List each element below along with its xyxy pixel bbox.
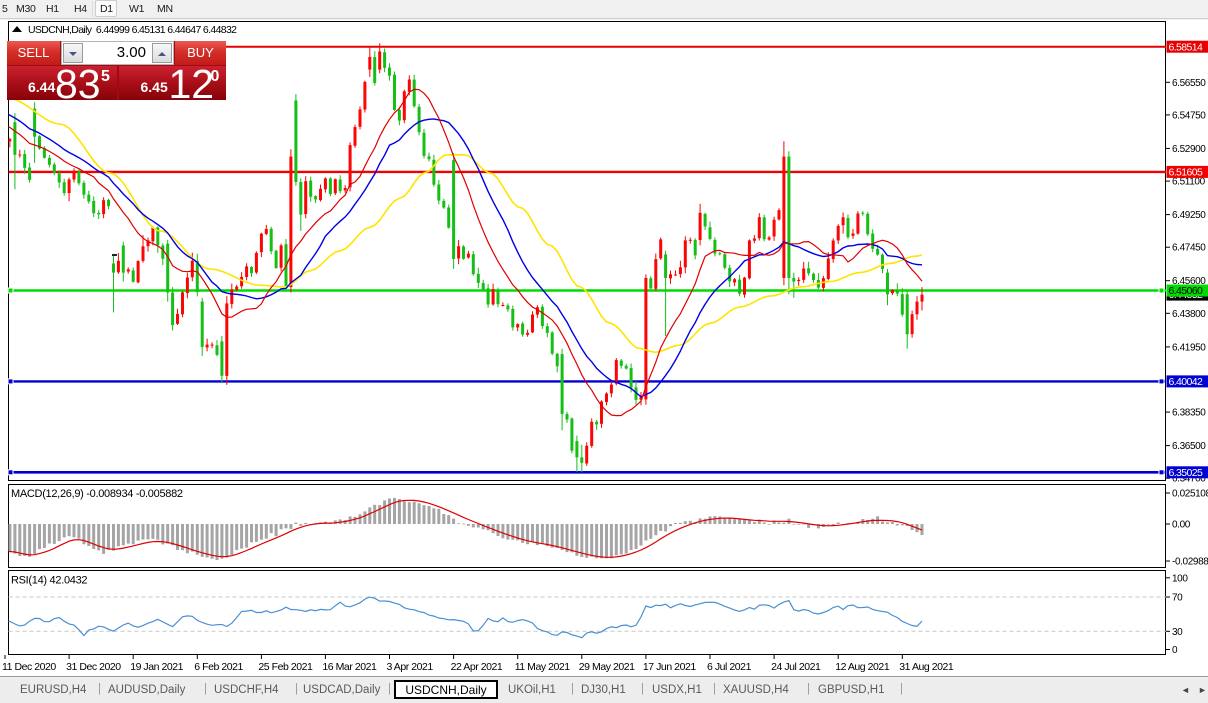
svg-text:6.41950: 6.41950: [1172, 342, 1206, 353]
svg-text:6.56550: 6.56550: [1172, 78, 1206, 89]
svg-text:25 Feb 2021: 25 Feb 2021: [258, 661, 313, 673]
svg-text:MACD(12,26,9) -0.008934 -0.005: MACD(12,26,9) -0.008934 -0.005882: [11, 488, 183, 500]
svg-text:6.51100: 6.51100: [1172, 177, 1206, 188]
svg-text:-0.02988: -0.02988: [1172, 557, 1208, 568]
svg-text:6 Jul 2021: 6 Jul 2021: [707, 661, 752, 673]
svg-text:100: 100: [1172, 573, 1188, 584]
svg-text:22 Apr 2021: 22 Apr 2021: [451, 661, 503, 673]
svg-text:6.49250: 6.49250: [1172, 210, 1206, 221]
svg-text:19 Jan 2021: 19 Jan 2021: [130, 661, 183, 673]
svg-text:16 Mar 2021: 16 Mar 2021: [322, 661, 377, 673]
svg-text:12 Aug 2021: 12 Aug 2021: [835, 661, 890, 673]
svg-text:30: 30: [1172, 627, 1183, 638]
svg-text:6.43800: 6.43800: [1172, 309, 1206, 320]
svg-text:6.35025: 6.35025: [1169, 467, 1204, 479]
svg-text:0: 0: [1172, 645, 1178, 656]
svg-text:31 Dec 2020: 31 Dec 2020: [66, 661, 121, 673]
svg-text:6.45060: 6.45060: [1169, 285, 1204, 297]
svg-text:17 Jun 2021: 17 Jun 2021: [643, 661, 696, 673]
svg-text:6.51605: 6.51605: [1169, 167, 1204, 179]
svg-text:31 Aug 2021: 31 Aug 2021: [899, 661, 954, 673]
svg-text:3 Apr 2021: 3 Apr 2021: [387, 661, 434, 673]
svg-text:11 Dec 2020: 11 Dec 2020: [2, 661, 56, 673]
svg-text:29 May 2021: 29 May 2021: [579, 661, 635, 673]
svg-text:6 Feb 2021: 6 Feb 2021: [194, 661, 243, 673]
svg-text:6.47450: 6.47450: [1172, 243, 1206, 254]
svg-text:6.36500: 6.36500: [1172, 441, 1206, 452]
svg-text:24 Jul 2021: 24 Jul 2021: [771, 661, 821, 673]
svg-text:RSI(14) 42.0432: RSI(14) 42.0432: [11, 575, 87, 587]
svg-text:11 May 2021: 11 May 2021: [515, 661, 571, 673]
svg-text:0.025108: 0.025108: [1172, 489, 1208, 500]
svg-text:6.52900: 6.52900: [1172, 144, 1206, 155]
svg-text:6.45600: 6.45600: [1172, 276, 1206, 287]
svg-text:70: 70: [1172, 593, 1183, 604]
svg-text:6.34700: 6.34700: [1172, 474, 1206, 485]
svg-text:6.54750: 6.54750: [1172, 110, 1206, 121]
svg-text:6.40042: 6.40042: [1169, 376, 1204, 388]
svg-text:6.38350: 6.38350: [1172, 408, 1206, 419]
svg-text:6.58514: 6.58514: [1169, 41, 1204, 53]
svg-text:0.00: 0.00: [1172, 520, 1191, 531]
